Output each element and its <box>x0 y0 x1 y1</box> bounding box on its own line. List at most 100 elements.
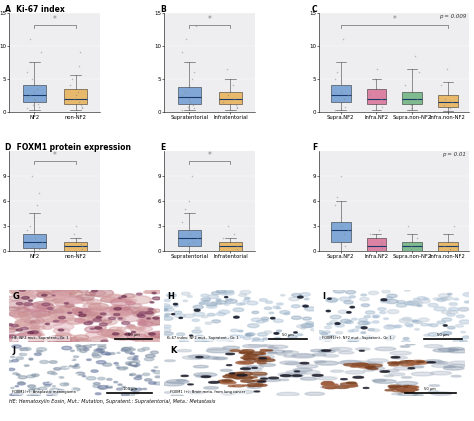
Circle shape <box>221 392 235 395</box>
Circle shape <box>123 307 130 310</box>
Circle shape <box>386 325 393 327</box>
Circle shape <box>85 326 103 333</box>
Circle shape <box>112 333 119 335</box>
Circle shape <box>431 392 452 395</box>
Circle shape <box>56 389 64 392</box>
Point <box>229 82 237 89</box>
Point <box>78 243 86 250</box>
Circle shape <box>368 291 379 295</box>
Circle shape <box>269 312 273 314</box>
Circle shape <box>278 373 298 376</box>
Circle shape <box>297 325 305 328</box>
Circle shape <box>358 318 367 321</box>
Circle shape <box>31 323 45 328</box>
Circle shape <box>45 323 49 325</box>
Circle shape <box>310 328 318 331</box>
Circle shape <box>151 334 164 338</box>
Circle shape <box>144 333 156 337</box>
Circle shape <box>37 304 54 309</box>
Circle shape <box>59 300 72 304</box>
Circle shape <box>71 388 80 391</box>
Circle shape <box>85 292 95 296</box>
Circle shape <box>221 291 227 293</box>
Circle shape <box>277 354 287 355</box>
Circle shape <box>78 289 88 293</box>
Circle shape <box>118 384 122 385</box>
Circle shape <box>265 301 273 304</box>
Circle shape <box>151 370 155 371</box>
Circle shape <box>335 324 344 327</box>
Point <box>182 88 189 95</box>
Point <box>29 102 37 109</box>
Circle shape <box>18 382 26 385</box>
Circle shape <box>73 365 77 367</box>
Circle shape <box>22 296 29 299</box>
Circle shape <box>82 313 91 316</box>
Circle shape <box>245 297 250 299</box>
Circle shape <box>118 298 130 302</box>
Circle shape <box>62 290 83 297</box>
Circle shape <box>64 383 69 385</box>
Circle shape <box>256 384 263 385</box>
Circle shape <box>434 361 445 363</box>
Circle shape <box>353 376 364 378</box>
Circle shape <box>194 373 217 377</box>
Circle shape <box>244 358 255 360</box>
Circle shape <box>305 324 315 327</box>
Point <box>438 82 445 89</box>
Circle shape <box>24 303 33 306</box>
Point <box>414 95 421 102</box>
Point <box>178 92 186 99</box>
Circle shape <box>428 391 438 392</box>
Circle shape <box>223 375 240 378</box>
Circle shape <box>108 305 130 313</box>
Circle shape <box>14 314 33 320</box>
Circle shape <box>28 338 44 344</box>
Circle shape <box>401 364 414 366</box>
Circle shape <box>201 294 209 297</box>
Circle shape <box>253 357 270 360</box>
Circle shape <box>356 364 369 366</box>
PathPatch shape <box>64 89 87 104</box>
Circle shape <box>125 393 135 397</box>
Circle shape <box>398 392 418 396</box>
Point <box>73 247 81 254</box>
Circle shape <box>301 324 313 328</box>
Circle shape <box>447 293 452 295</box>
Circle shape <box>49 339 58 343</box>
Circle shape <box>18 382 24 384</box>
Circle shape <box>250 372 267 375</box>
Circle shape <box>87 312 97 315</box>
Point <box>29 243 37 250</box>
Circle shape <box>348 385 358 387</box>
Circle shape <box>351 329 359 332</box>
Point <box>404 88 411 95</box>
Circle shape <box>38 387 47 390</box>
Circle shape <box>241 380 255 382</box>
Circle shape <box>153 370 163 374</box>
Circle shape <box>82 376 86 377</box>
Circle shape <box>91 290 98 292</box>
Circle shape <box>460 340 467 343</box>
Point <box>230 95 237 102</box>
Circle shape <box>101 330 124 337</box>
Circle shape <box>264 331 272 333</box>
Circle shape <box>76 339 91 344</box>
Circle shape <box>373 316 379 318</box>
Circle shape <box>383 318 388 320</box>
Circle shape <box>394 325 400 328</box>
Circle shape <box>83 345 91 348</box>
Circle shape <box>56 337 64 339</box>
Circle shape <box>15 392 23 395</box>
Circle shape <box>130 349 135 350</box>
Circle shape <box>429 385 439 386</box>
Circle shape <box>338 310 348 314</box>
Circle shape <box>224 291 234 295</box>
Point <box>34 202 41 208</box>
Circle shape <box>36 350 42 352</box>
Circle shape <box>238 330 243 332</box>
Point <box>184 103 192 110</box>
Point <box>23 226 31 233</box>
Circle shape <box>356 348 370 350</box>
PathPatch shape <box>219 242 242 250</box>
